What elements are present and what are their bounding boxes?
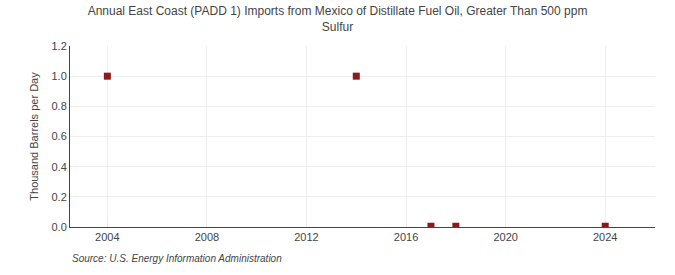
svg-text:2012: 2012 [294, 231, 318, 243]
svg-text:1.2: 1.2 [52, 40, 67, 52]
svg-text:2004: 2004 [95, 231, 119, 243]
svg-text:2024: 2024 [593, 231, 617, 243]
svg-text:2020: 2020 [493, 231, 517, 243]
svg-text:0.8: 0.8 [52, 100, 67, 112]
svg-text:2008: 2008 [195, 231, 219, 243]
svg-text:2016: 2016 [394, 231, 418, 243]
svg-text:Annual East Coast (PADD 1) Imp: Annual East Coast (PADD 1) Imports from … [88, 4, 588, 34]
svg-text:0.4: 0.4 [52, 161, 67, 173]
svg-text:1.0: 1.0 [52, 70, 67, 82]
svg-text:Thousand Barrels per Day: Thousand Barrels per Day [28, 72, 40, 201]
svg-text:0.6: 0.6 [52, 130, 67, 142]
svg-text:Source: U.S. Energy Informatio: Source: U.S. Energy Information Administ… [72, 253, 282, 264]
svg-text:0.0: 0.0 [52, 221, 67, 233]
svg-text:0.2: 0.2 [52, 191, 67, 203]
